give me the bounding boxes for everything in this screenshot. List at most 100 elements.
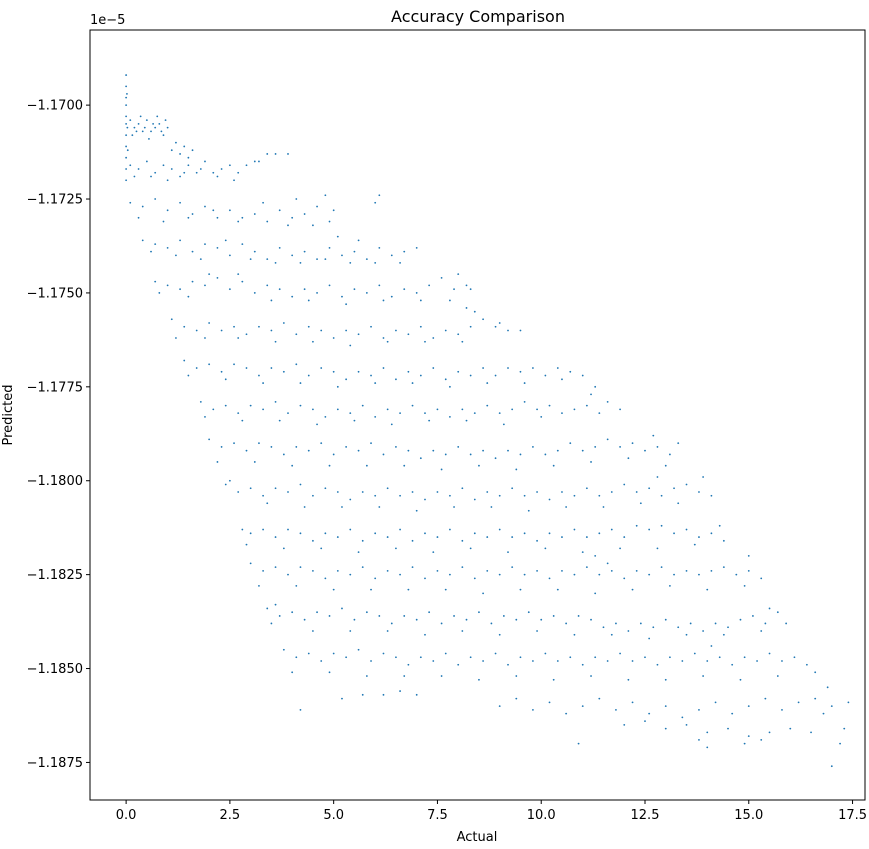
data-point (648, 712, 651, 715)
data-point (266, 607, 269, 610)
data-point (444, 588, 447, 591)
data-point (357, 333, 360, 336)
data-point (664, 618, 667, 621)
data-point (776, 611, 779, 614)
data-point (619, 408, 621, 411)
data-point (648, 487, 651, 490)
data-point (440, 277, 443, 279)
data-point (233, 442, 235, 445)
data-point (278, 419, 281, 422)
data-point (245, 543, 248, 546)
data-point (490, 506, 493, 508)
data-point (669, 656, 671, 659)
data-point (561, 569, 563, 572)
data-point (623, 536, 626, 538)
data-point (175, 337, 177, 339)
data-point (241, 528, 244, 531)
data-point (656, 446, 659, 448)
y-tick-label: −1.1775 (27, 380, 83, 395)
data-point (444, 329, 447, 332)
data-point (266, 258, 269, 261)
data-point (154, 198, 157, 200)
data-point (760, 739, 763, 741)
data-point (278, 288, 281, 291)
data-point (457, 333, 460, 336)
data-point (312, 340, 314, 343)
data-point (270, 299, 273, 302)
data-point (299, 404, 302, 407)
data-point (424, 532, 426, 535)
data-point (199, 168, 202, 170)
data-point (548, 577, 551, 580)
data-point (581, 663, 584, 666)
chart-title: Accuracy Comparison (391, 7, 565, 26)
data-point (453, 506, 455, 508)
data-point (469, 547, 472, 550)
data-point (698, 708, 700, 711)
data-point (282, 648, 285, 651)
data-point (166, 179, 169, 182)
data-point (502, 615, 505, 617)
data-point (768, 652, 771, 655)
data-point (303, 213, 306, 215)
data-point (631, 660, 634, 662)
x-tick-label: 2.5 (220, 808, 241, 823)
data-point (635, 569, 638, 572)
data-point (287, 412, 289, 415)
data-point (237, 273, 240, 276)
data-point (158, 123, 161, 125)
data-point (702, 675, 705, 677)
data-point (303, 618, 306, 621)
data-point (598, 412, 601, 415)
data-point (332, 588, 335, 591)
data-point (826, 686, 829, 689)
data-point (295, 363, 298, 366)
data-point (585, 404, 588, 407)
data-point (449, 299, 451, 302)
data-point (428, 419, 431, 422)
data-point (781, 708, 783, 711)
y-tick-label: −1.1800 (27, 474, 83, 489)
data-point (212, 171, 215, 174)
data-point (764, 622, 767, 625)
data-point (515, 468, 518, 471)
data-point (187, 216, 190, 219)
data-point (706, 660, 709, 662)
data-point (353, 288, 356, 291)
data-point (166, 209, 169, 212)
data-point (274, 566, 277, 569)
data-point (179, 239, 181, 242)
data-point (324, 577, 327, 580)
data-point (212, 209, 215, 212)
x-tick-label: 17.5 (838, 808, 867, 823)
data-point (237, 220, 240, 223)
data-point (444, 378, 447, 381)
data-point (706, 588, 709, 591)
data-point (320, 367, 323, 369)
data-point (469, 656, 472, 659)
data-point (370, 588, 372, 591)
data-point (353, 419, 356, 422)
data-point (274, 153, 277, 155)
data-point (532, 660, 534, 662)
data-point (253, 160, 256, 163)
data-point (664, 678, 667, 681)
data-point (262, 494, 264, 497)
data-point (544, 374, 547, 377)
data-point (187, 164, 190, 167)
data-point (523, 494, 526, 497)
data-point (361, 539, 364, 542)
data-point (660, 494, 663, 497)
data-point (361, 404, 364, 407)
data-point (386, 340, 389, 343)
data-point (349, 528, 352, 531)
data-point (262, 528, 264, 531)
data-point (274, 261, 277, 264)
data-point (598, 494, 601, 497)
data-point (760, 630, 763, 632)
data-point (150, 175, 152, 178)
data-point (125, 179, 128, 182)
data-point (262, 382, 264, 384)
data-point (415, 693, 418, 696)
data-point (822, 712, 825, 715)
